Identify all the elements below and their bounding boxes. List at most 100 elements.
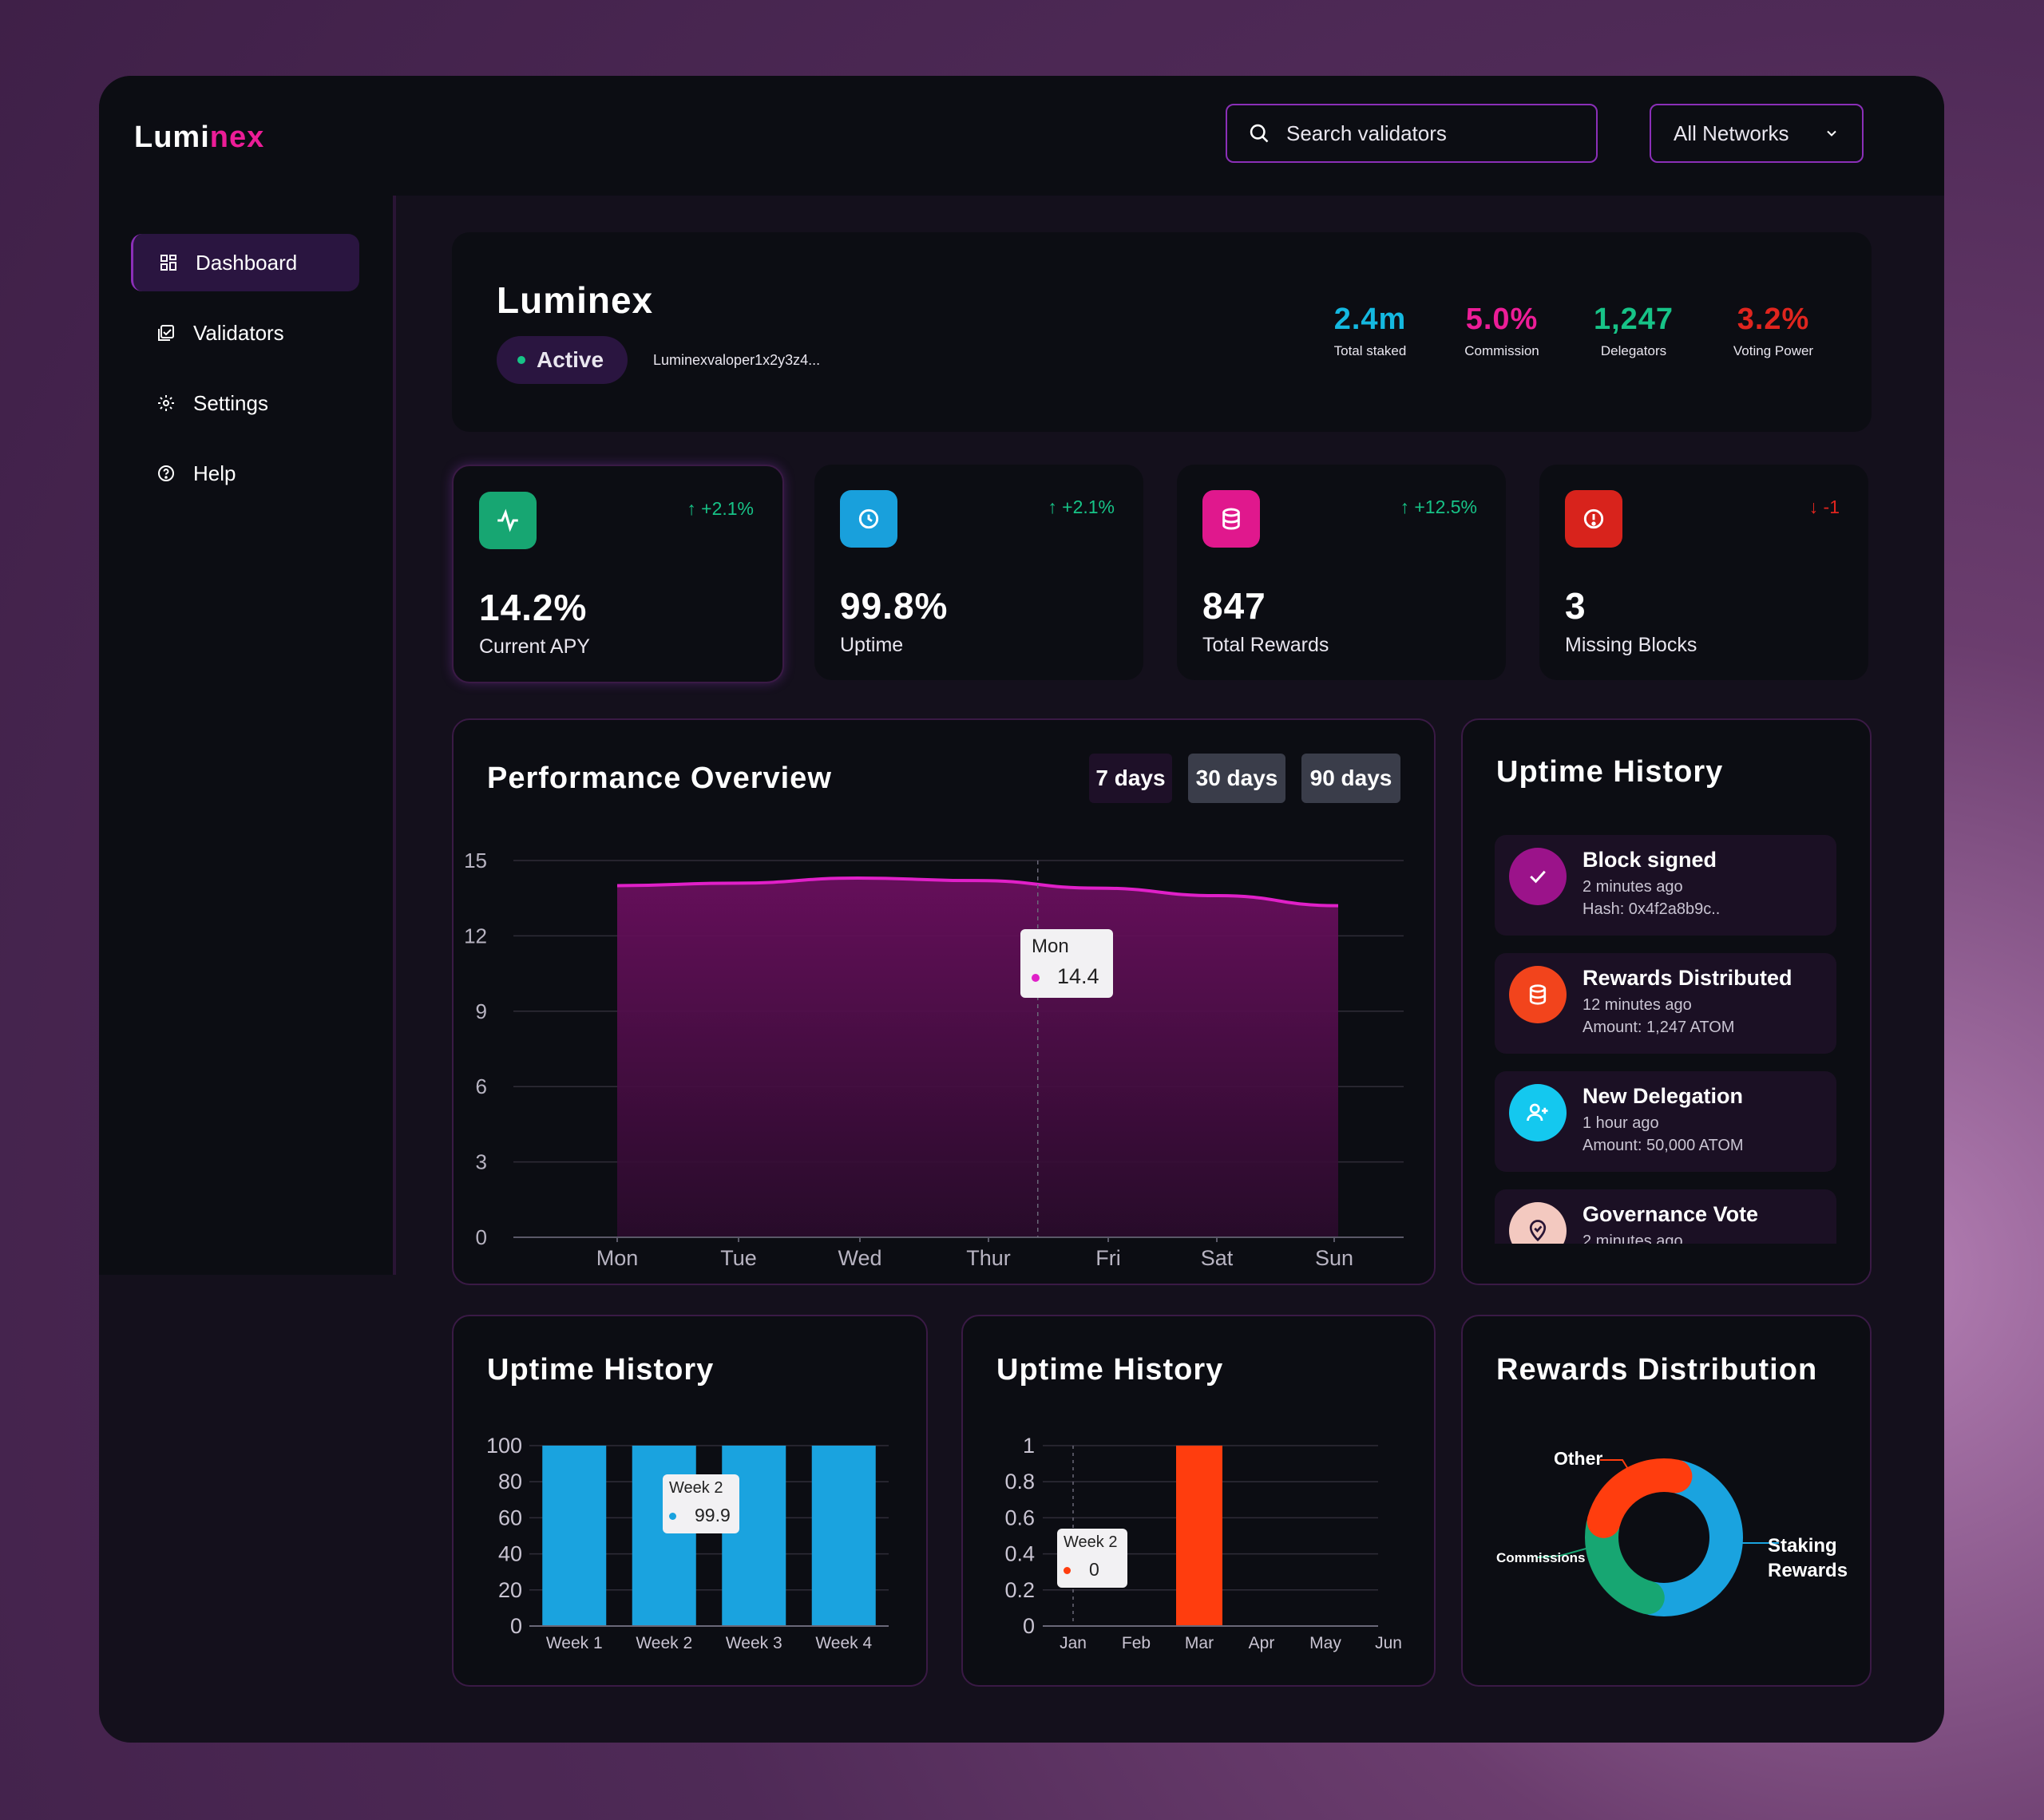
sidebar-item-help[interactable]: Help [131, 445, 359, 502]
stat-value: 3.2% [1737, 303, 1810, 336]
search-box[interactable] [1226, 104, 1598, 163]
slice-label-other: Other [1554, 1448, 1602, 1469]
bar [1176, 1446, 1222, 1626]
gear-icon [158, 395, 174, 411]
slice-label-staking: Staking [1768, 1535, 1837, 1557]
x-tick-label: Sat [1201, 1246, 1234, 1270]
leader-line [1537, 1547, 1590, 1558]
feed-title: Block signed [1583, 848, 1717, 872]
metric-change: ↑ +2.1% [1048, 497, 1115, 517]
performance-chart[interactable]: 0 3 6 9 12 15 Mon Tue Wed Thur Fri Sat Sun [454, 720, 1437, 1287]
logo-main: Lumi [134, 121, 210, 154]
x-tick-label: Week 1 [546, 1634, 603, 1652]
stat-commission: 5.0% Commission [1450, 303, 1554, 359]
metric-card-missing-blocks[interactable]: ↓ -1 3 Missing Blocks [1539, 465, 1868, 680]
tooltip-dot [1032, 974, 1040, 982]
top-bar: Luminex All Networks [99, 76, 1944, 196]
x-tick-label: Jan [1060, 1634, 1087, 1652]
network-select[interactable]: All Networks [1650, 104, 1864, 163]
chart-tooltip: Mon 14.4 [1020, 929, 1113, 998]
tooltip-dot [1064, 1567, 1071, 1574]
sidebar-item-validators[interactable]: Validators [131, 304, 359, 362]
tooltip-value: 0 [1089, 1559, 1099, 1580]
validator-address[interactable]: Luminexvaloper1x2y3z4... [653, 352, 821, 368]
tooltip-label: Mon [1032, 936, 1069, 957]
x-tick-label: May [1309, 1634, 1341, 1652]
bar [722, 1446, 786, 1626]
status-dot [517, 356, 525, 364]
stat-label: Voting Power [1733, 343, 1814, 358]
activity-icon [479, 492, 537, 549]
metric-card-rewards[interactable]: ↑ +12.5% 847 Total Rewards [1177, 465, 1506, 680]
rewards-donut-chart[interactable]: Staking Rewards Commissions Other [1463, 1316, 1873, 1688]
x-tick-label: Week 4 [815, 1634, 872, 1652]
feed-time: 2 minutes ago [1583, 878, 1683, 896]
y-tick-label: 40 [498, 1542, 522, 1566]
donut-slice [1585, 1458, 1743, 1616]
range-30-days[interactable]: 30 days [1188, 754, 1285, 803]
metric-label: Total Rewards [1202, 634, 1329, 656]
feed-item-rewards-distributed[interactable]: Rewards Distributed 12 minutes ago Amoun… [1495, 953, 1836, 1054]
range-90-days[interactable]: 90 days [1301, 754, 1400, 803]
y-tick-label: 0.6 [1004, 1505, 1035, 1529]
metric-card-uptime[interactable]: ↑ +2.1% 99.8% Uptime [814, 465, 1143, 680]
check-icon [1509, 848, 1567, 905]
rewards-distribution-title: Rewards Distribution [1496, 1353, 1818, 1387]
validators-icon [158, 325, 174, 341]
alert-icon [1565, 490, 1622, 548]
chevron-down-icon [1827, 130, 1836, 136]
network-select-value: All Networks [1674, 121, 1789, 145]
sidebar-item-label: Help [193, 461, 236, 485]
slice-label-commissions: Commissions [1496, 1550, 1585, 1565]
x-tick-label: Mar [1185, 1634, 1214, 1652]
tooltip-label: Week 2 [1064, 1533, 1118, 1551]
metric-label: Uptime [840, 634, 904, 656]
sidebar-item-label: Validators [193, 320, 284, 345]
leader-line [1600, 1459, 1631, 1474]
stat-value: 1,247 [1593, 303, 1674, 336]
y-tick-label: 100 [486, 1434, 522, 1458]
tooltip-value: 99.9 [695, 1505, 731, 1525]
y-tick-label: 15 [464, 849, 487, 872]
sidebar-item-settings[interactable]: Settings [131, 374, 359, 432]
performance-panel: Performance Overview 7 days 30 days 90 d… [452, 718, 1436, 1285]
uptime-monthly-title: Uptime History [996, 1353, 1224, 1387]
y-tick-label: 80 [498, 1470, 522, 1494]
feed-title: New Delegation [1583, 1084, 1744, 1108]
feed-scroll-mask [1463, 1244, 1870, 1284]
x-tick-label: Mon [596, 1246, 639, 1270]
feed-detail: Amount: 50,000 ATOM [1583, 1137, 1744, 1154]
chart-tooltip: Week 2 0 [1057, 1529, 1127, 1588]
stat-voting-power: 3.2% Voting Power [1713, 303, 1833, 359]
search-input[interactable] [1285, 120, 1575, 147]
metric-change: ↓ -1 [1808, 497, 1840, 517]
x-tick-label: Thur [966, 1246, 1011, 1270]
stat-label: Total staked [1333, 343, 1407, 358]
metric-change: ↑ +12.5% [1400, 497, 1477, 517]
uptime-feed-panel: Uptime History Block signed 2 minutes ag… [1461, 718, 1872, 1285]
y-tick-label: 0.8 [1004, 1470, 1035, 1494]
metric-card-apy[interactable]: ↑ +2.1% 14.2% Current APY [452, 465, 784, 683]
feed-item-new-delegation[interactable]: New Delegation 1 hour ago Amount: 50,000… [1495, 1071, 1836, 1172]
feed-item-block-signed[interactable]: Block signed 2 minutes ago Hash: 0x4f2a8… [1495, 835, 1836, 936]
uptime-weekly-title: Uptime History [487, 1353, 715, 1387]
sidebar-item-dashboard[interactable]: Dashboard [131, 234, 359, 291]
status-text: Active [537, 347, 604, 372]
status-badge: Active [497, 336, 628, 384]
logo[interactable]: Luminex [134, 121, 264, 155]
sidebar-item-label: Settings [193, 390, 268, 415]
x-tick-label: Week 2 [636, 1634, 692, 1652]
x-tick-label: Jun [1375, 1634, 1402, 1652]
slice-label-rewards: Rewards [1768, 1560, 1848, 1581]
metric-value: 99.8% [840, 585, 949, 627]
bar [811, 1446, 876, 1626]
stat-delegators: 1,247 Delegators [1582, 303, 1686, 359]
app-window: Luminex All Networks Dashboard Validator… [99, 76, 1944, 1743]
area-fill [617, 878, 1338, 1237]
tooltip-value: 14.4 [1057, 964, 1099, 988]
uptime-monthly-chart[interactable]: 0 0.2 0.4 0.6 0.8 1 Jan Feb Mar Apr May Jun [963, 1316, 1437, 1688]
range-7-days[interactable]: 7 days [1089, 754, 1172, 803]
uptime-feed-title: Uptime History [1496, 755, 1724, 789]
x-tick-label: Fri [1095, 1246, 1120, 1270]
